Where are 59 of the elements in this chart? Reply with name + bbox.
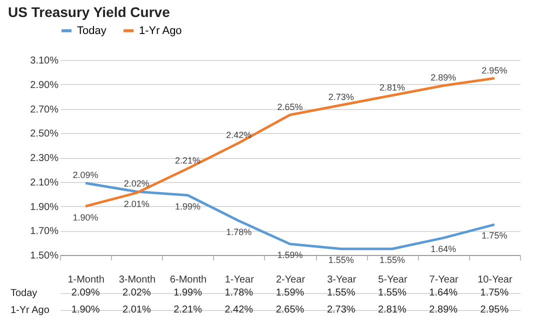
text: 2.02% — [124, 178, 150, 189]
data-label: 1.55% — [378, 288, 407, 298]
data-label: 1.78% — [224, 288, 254, 298]
x-tick-label: 7-Year — [429, 274, 460, 286]
data-label: 1.99% — [174, 288, 202, 298]
text: 1.78% — [226, 226, 252, 237]
y-tick-label: 1.50% — [30, 250, 59, 262]
text: 2.73% — [328, 92, 354, 102]
data-label: 2.42% — [224, 304, 254, 316]
x-tick-label: 10-Year — [478, 274, 513, 286]
text: 2.95% — [482, 65, 508, 76]
chart-title: US Treasury Yield Curve — [8, 4, 170, 20]
text: 1.55% — [379, 254, 405, 265]
text: 1.75% — [482, 230, 508, 241]
text: 1-Yr Ago — [10, 305, 50, 316]
text: 2.65% — [277, 102, 303, 112]
data-label: 2.21% — [174, 304, 202, 316]
data-label: 2.95% — [480, 304, 509, 316]
text: 1.64% — [430, 244, 456, 254]
y-tick-label: 3.10% — [30, 56, 59, 66]
text: 2.01% — [124, 198, 150, 209]
y-tick-label: 2.30% — [30, 153, 59, 164]
data-label: 2.01% — [122, 304, 151, 316]
data-label: 1.75% — [480, 288, 509, 298]
y-tick-label: 2.70% — [30, 104, 59, 116]
x-tick-label: 3-Year — [327, 274, 357, 286]
text: 2.89% — [430, 72, 456, 83]
text: 1.99% — [175, 201, 201, 212]
text: 1.90% — [72, 212, 98, 222]
data-label: 2.65% — [276, 304, 304, 316]
data-label: 1.55% — [326, 288, 356, 298]
text: 1.55% — [328, 254, 354, 265]
text: 2.21% — [175, 155, 201, 166]
legend-label: Today — [77, 24, 107, 37]
data-label: 1.64% — [429, 288, 458, 298]
x-tick-label: 5-Year — [378, 274, 408, 286]
data-label: 1.90% — [71, 304, 100, 316]
text: 2.81% — [379, 82, 405, 92]
x-tick-label: 2-Year — [276, 274, 306, 286]
data-label: 2.02% — [122, 288, 151, 298]
data-label: 2.73% — [326, 304, 356, 316]
data-label: 2.89% — [429, 304, 458, 316]
text: 1.59% — [277, 250, 303, 260]
y-tick-label: 1.90% — [30, 202, 59, 213]
y-tick-label: 2.90% — [30, 80, 59, 91]
data-label: 2.09% — [71, 288, 100, 298]
text: 2.09% — [72, 170, 98, 180]
data-label: 1.59% — [276, 288, 304, 298]
x-tick-label: 6-Month — [170, 274, 207, 286]
y-tick-label: 2.50% — [30, 128, 59, 140]
text: 2.42% — [226, 130, 252, 140]
y-tick-label: 2.10% — [30, 177, 59, 188]
text: Today — [10, 288, 38, 299]
y-tick-label: 1.70% — [30, 226, 59, 238]
legend-label: 1-Yr Ago — [139, 24, 182, 37]
x-tick-label: 1-Month — [68, 274, 104, 286]
x-tick-label: 1-Year — [224, 274, 255, 286]
x-tick-label: 3-Month — [118, 274, 156, 286]
data-label: 2.81% — [378, 304, 407, 316]
